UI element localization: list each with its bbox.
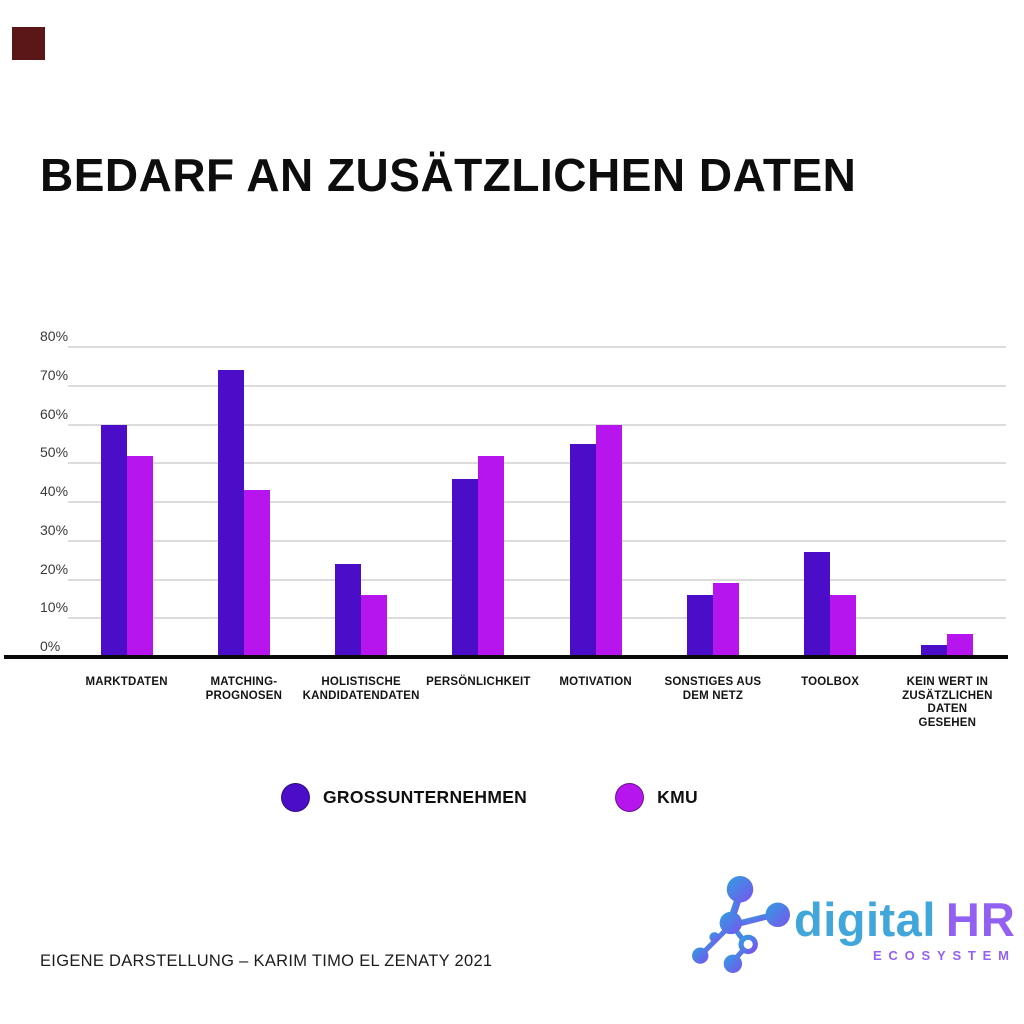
gridline [68,578,1006,581]
bar-kmu-motivation [595,424,622,657]
bar-kmu-marktdaten [126,455,153,657]
y-axis-tick-label: 70% [40,366,100,383]
corner-decoration-square [12,27,45,60]
bar-grossunternehmen-pers-nlichkeit [452,478,479,657]
y-axis-tick-label: 50% [40,444,100,461]
legend-item-label: KMU [657,787,698,807]
category-label: TOOLBOX [801,676,860,688]
digital-hr-logo: digital HR ECOSYSTEM [688,874,1016,981]
bar-grossunternehmen-toolbox [804,552,831,657]
bar-grossunternehmen-holistische-kandidatendaten [335,564,362,657]
y-axis-tick-label: 80% [40,328,100,344]
gridline [68,617,1006,620]
bar-kmu-toolbox [830,595,857,657]
gridline [68,462,1006,465]
y-axis-tick-label: 60% [40,405,100,422]
bar-kmu-pers-nlichkeit [478,455,505,657]
molecule-network-icon [688,874,790,981]
logo-word-digital: digital [794,893,936,946]
bar-grossunternehmen-motivation [569,443,596,657]
page-title: BEDARF AN ZUSÄTZLICHEN DATEN [40,149,857,201]
legend-item: GROSSUNTERNEHMEN [281,783,527,812]
logo-text: digital HR ECOSYSTEM [794,892,1016,963]
bar-grossunternehmen-sonstiges-aus-dem-netz [686,595,713,657]
legend-item-label: GROSSUNTERNEHMEN [323,787,528,807]
category-label: MATCHING- PROGNOSEN [205,676,283,702]
y-axis-tick-label: 0% [40,638,100,654]
category-label: PERSÖNLICHKEIT [426,676,531,688]
legend-swatch [281,783,310,812]
bar-kmu-holistische-kandidatendaten [361,595,388,657]
legend-swatch [615,783,645,812]
legend: GROSSUNTERNEHMEN KMU [281,783,698,812]
gridline [68,423,1006,426]
bar-kmu-sonstiges-aus-dem-netz [712,583,739,657]
category-label: MARKTDATEN [85,676,168,688]
gridline [68,346,1006,348]
bar-grossunternehmen-marktdaten [100,424,127,657]
logo-subtitle: ECOSYSTEM [872,948,1016,963]
bar-kmu-kein-wert-in-zus-tzlichen-daten-gesehen [947,633,974,657]
gridline [68,539,1006,542]
category-label: SONSTIGES AUS DEM NETZ [664,676,762,702]
y-axis-tick-label: 30% [40,521,100,538]
logo-word-hr: HR [945,893,1016,946]
bar-kmu-matching-prognosen [243,490,270,657]
y-axis-tick-label: 40% [40,483,100,499]
category-label: HOLISTISCHE KANDIDATENDATEN [302,676,420,702]
gridline [68,384,1006,387]
legend-item: KMU [615,783,698,812]
bar-grossunternehmen-matching-prognosen [217,370,244,657]
source-note: EIGENE DARSTELLUNG – KARIM TIMO EL ZENAT… [40,952,493,970]
gridline [68,501,1006,503]
bar-grossunternehmen-kein-wert-in-zus-tzlichen-daten-gesehen [921,645,948,657]
y-axis-tick-label: 10% [40,599,100,616]
y-axis-tick-label: 20% [40,560,100,577]
category-label: MOTIVATION [559,676,632,688]
x-axis-line [4,655,1008,659]
category-label: KEIN WERT IN ZUSÄTZLICHEN DATEN GESEHEN [902,676,993,729]
